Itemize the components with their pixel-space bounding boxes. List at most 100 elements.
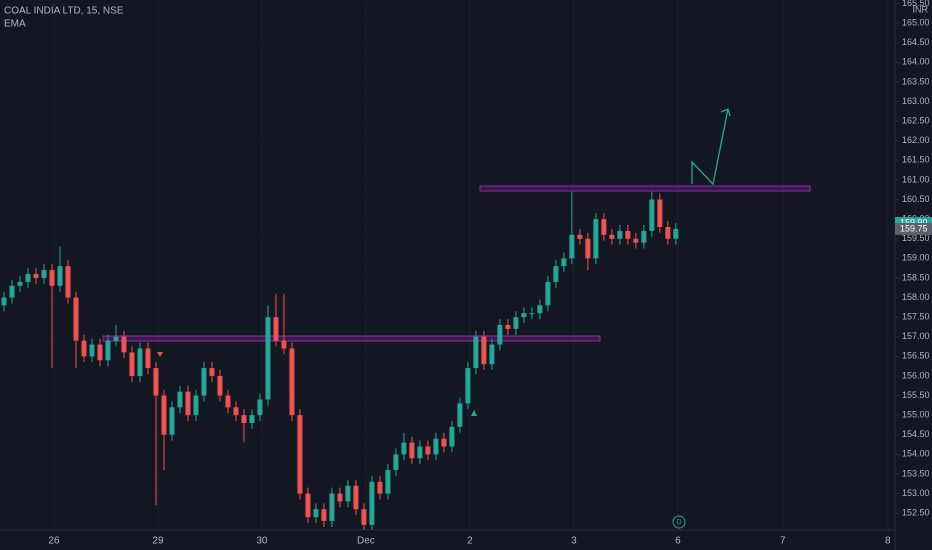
candle-body: [305, 493, 311, 518]
session-marker[interactable]: D: [676, 519, 681, 526]
candle-body: [113, 336, 119, 341]
candle-body: [441, 438, 447, 447]
candle-body: [601, 219, 607, 235]
candle-body: [633, 238, 639, 243]
candle-body: [345, 485, 351, 502]
candle-body: [393, 454, 399, 471]
candle-body: [145, 348, 151, 369]
candle-body: [649, 199, 655, 231]
candle-body: [609, 234, 615, 239]
price-label-box: [895, 222, 932, 235]
candle-body: [361, 509, 367, 525]
candle-body: [529, 313, 535, 315]
candle-body: [169, 407, 175, 435]
support-zone: [102, 335, 601, 342]
signal-up: [471, 410, 477, 416]
candle-body: [665, 226, 671, 239]
y-tick-label: 163.00: [902, 96, 930, 106]
candle-body: [465, 368, 471, 404]
candle-body: [505, 324, 511, 329]
y-tick-label: 158.50: [902, 272, 930, 282]
candle-body: [257, 399, 263, 416]
y-tick-label: 164.50: [902, 37, 930, 47]
candle-body: [265, 317, 271, 400]
candle-body: [41, 270, 47, 278]
candle-body: [321, 509, 327, 521]
candle-body: [497, 324, 503, 345]
candle-body: [553, 266, 559, 282]
candle-body: [433, 438, 439, 455]
candle-body: [617, 230, 623, 239]
candle-body: [457, 403, 463, 427]
x-tick-label: 8: [885, 536, 891, 547]
candle-body: [385, 470, 391, 494]
candle-body: [449, 426, 455, 447]
y-tick-label: 156.00: [902, 370, 930, 380]
candle-body: [313, 509, 319, 518]
resistance-zone: [479, 185, 811, 192]
candle-body: [225, 395, 231, 408]
candle-body: [129, 352, 135, 376]
y-tick-label: 159.50: [902, 233, 930, 243]
candle-body: [545, 281, 551, 306]
candle-body: [217, 375, 223, 396]
candle-body: [137, 348, 143, 376]
candle-body: [641, 230, 647, 243]
candle-body: [417, 446, 423, 459]
drawings: [102, 108, 811, 416]
y-tick-label: 162.50: [902, 116, 930, 126]
candle-body: [377, 481, 383, 494]
candle-body: [105, 340, 111, 361]
x-tick-label: 3: [571, 536, 577, 547]
currency: INR: [913, 4, 929, 14]
candle-body: [233, 407, 239, 416]
candle-body: [89, 344, 95, 357]
candle-body: [81, 340, 87, 357]
candle-body: [73, 297, 79, 341]
candle-body: [561, 258, 567, 267]
candle-body: [161, 395, 167, 435]
y-tick-label: 157.50: [902, 312, 930, 322]
y-tick-label: 163.50: [902, 76, 930, 86]
y-tick-label: 157.00: [902, 331, 930, 341]
candle-body: [241, 415, 247, 423]
candle-body: [97, 344, 103, 361]
price-label: 159.75: [900, 223, 928, 233]
session-icon[interactable]: [672, 515, 686, 529]
candle-body: [353, 485, 359, 510]
projection-arrow: [691, 108, 729, 186]
x-tick-label: 30: [256, 536, 268, 547]
x-tick-label: 7: [780, 536, 786, 547]
grid: [53, 0, 889, 530]
y-tick-label: 153.00: [902, 488, 930, 498]
y-tick-label: 162.00: [902, 135, 930, 145]
candle-body: [513, 317, 519, 329]
candle-body: [209, 368, 215, 376]
y-tick-label: 165.50: [902, 0, 930, 8]
y-tick-label: 155.50: [902, 390, 930, 400]
candle-body: [369, 481, 375, 525]
candle-body: [521, 313, 527, 318]
candle-body: [273, 317, 279, 341]
candle-body: [401, 442, 407, 455]
y-tick-label: 154.00: [902, 449, 930, 459]
candle-body: [25, 274, 31, 282]
x-tick-label: 26: [48, 536, 60, 547]
candle-body: [473, 336, 479, 369]
candle-body: [193, 395, 199, 416]
y-tick-label: 156.50: [902, 351, 930, 361]
candle-body: [33, 274, 39, 278]
candle-body: [281, 340, 287, 349]
x-tick-label: Dec: [357, 536, 375, 547]
candle-body: [593, 219, 599, 259]
x-tick-label: 29: [152, 536, 164, 547]
candle-body: [425, 446, 431, 455]
candle-body: [9, 285, 15, 298]
candle-body: [409, 442, 415, 459]
candle-body: [57, 266, 63, 286]
candle-body: [185, 391, 191, 416]
arrow-head: [720, 108, 731, 117]
y-tick-label: 159.00: [902, 253, 930, 263]
